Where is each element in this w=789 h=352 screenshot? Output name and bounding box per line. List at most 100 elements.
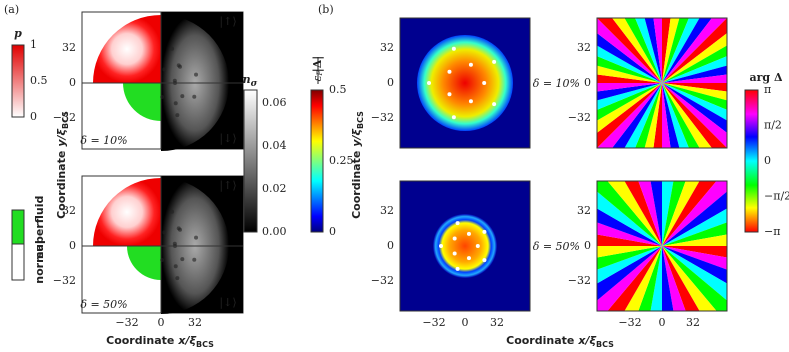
phase-wedge (662, 18, 727, 83)
colorbar-title-main: n (243, 73, 251, 86)
vortex (175, 113, 180, 118)
y-tick-label: 32 (62, 41, 76, 54)
y-tick-label: 32 (577, 41, 591, 54)
phase-wedge (662, 56, 727, 83)
colorbar-tick-label: 0.25 (329, 154, 354, 167)
x-tick-label: 32 (490, 316, 504, 329)
y-tick-label: 0 (387, 76, 394, 89)
colorbar-tick-label: 0.5 (30, 74, 48, 87)
vortex (466, 256, 471, 261)
vortex (172, 78, 177, 83)
vortex (192, 257, 197, 262)
colorbar-tick-label: −π (764, 225, 780, 238)
axis-label-text: Coordinate (106, 334, 174, 347)
phase-wedge (662, 246, 674, 311)
phase-wedge (597, 246, 662, 311)
colorbar-tick-label: −π/2 (764, 190, 789, 203)
vortex (180, 94, 185, 99)
phase-wedge (662, 208, 727, 246)
phase-wedge (662, 246, 686, 311)
panel-label: (a) (4, 3, 19, 16)
phase-wedge (597, 246, 662, 270)
x-tick-label: 0 (659, 316, 666, 329)
phase-wedge (662, 181, 700, 246)
vortex (439, 244, 443, 248)
vortex (492, 59, 497, 64)
vortex (447, 92, 452, 97)
axis-label-var: x/ξ (177, 334, 196, 347)
phase-wedge (638, 246, 662, 311)
phase-wedge (662, 65, 727, 83)
phase-wedge (597, 83, 662, 133)
spin-label: |↓⟩ (219, 132, 236, 146)
colorbar-title: p (14, 27, 22, 40)
phase-wedge (662, 83, 727, 101)
phase-wedge (662, 181, 686, 246)
phase-wedge (662, 181, 674, 246)
phase-wedge (662, 246, 727, 270)
phase-wedge (662, 246, 727, 258)
colorbar-tick-label: 0.06 (262, 96, 287, 109)
phase-wedge (597, 246, 662, 258)
colorbar-title: nσ (243, 73, 258, 89)
colorbar (11, 44, 25, 118)
vortex (482, 81, 487, 85)
phase-wedge (662, 83, 727, 121)
phase-wedge (597, 83, 662, 148)
y-tick-label: 32 (62, 204, 76, 217)
phase-wedge (597, 208, 662, 246)
vortex (466, 231, 471, 236)
colorbar-title-sub: σ (251, 79, 258, 89)
vortex (194, 72, 199, 77)
superfluid-region (127, 246, 161, 280)
phase-wedge (662, 83, 727, 110)
x-tick-label: 32 (686, 316, 700, 329)
axis-label-sub: BCS (356, 111, 365, 129)
vortex (170, 46, 175, 51)
y-tick-label: −32 (53, 274, 76, 287)
axis-label-var: x/ξ (577, 334, 596, 347)
colorbar (744, 89, 759, 233)
superfluid-region (123, 83, 161, 121)
axis-label-sub: BCS (196, 340, 214, 349)
gap-map (433, 214, 497, 278)
plot-frame (596, 17, 728, 149)
vortex (192, 94, 197, 99)
axis-label-sub: BCS (61, 111, 70, 129)
x-tick-label: 0 (158, 316, 165, 329)
vortex (176, 226, 181, 231)
phase-wedge (662, 246, 727, 284)
phase-wedge (597, 74, 662, 83)
phase-wedge (653, 18, 662, 83)
colorbar-title: arg Δ (750, 71, 783, 84)
delta-label: δ = 50% (533, 240, 580, 253)
colorbar-title-den-sub: F (316, 69, 324, 76)
axis-label-text: Coordinate (506, 334, 574, 347)
colorbar-tick-label: 0 (30, 110, 37, 123)
colorbar-tick-label: 0.02 (262, 182, 287, 195)
phase-wedge (624, 18, 662, 83)
colorbar (243, 89, 258, 233)
legend-label: superfluid (33, 196, 46, 259)
colorbar-tick-label: π (764, 83, 771, 96)
phase-wedge (662, 83, 689, 148)
phase-wedge (662, 234, 727, 246)
axis-label: Coordinate x/ξBCS (106, 334, 214, 349)
y-tick-label: −32 (568, 111, 591, 124)
phase-wedge (650, 246, 662, 311)
phase-wedge (662, 18, 700, 83)
phase-wedge (662, 83, 671, 148)
y-tick-label: 32 (577, 204, 591, 217)
vortex (452, 251, 457, 256)
vortex (194, 235, 199, 240)
phase-wedge (662, 181, 727, 246)
y-tick-label: −32 (371, 274, 394, 287)
axis-label: Coordinate y/ξBCS (55, 111, 70, 219)
spin-label: |↑⟩ (219, 179, 236, 193)
order-parameter-map (93, 178, 161, 246)
phase-wedge (644, 83, 662, 148)
phase-wedge (597, 65, 662, 83)
phase-wedge (635, 18, 662, 83)
phase-wedge (597, 18, 662, 83)
